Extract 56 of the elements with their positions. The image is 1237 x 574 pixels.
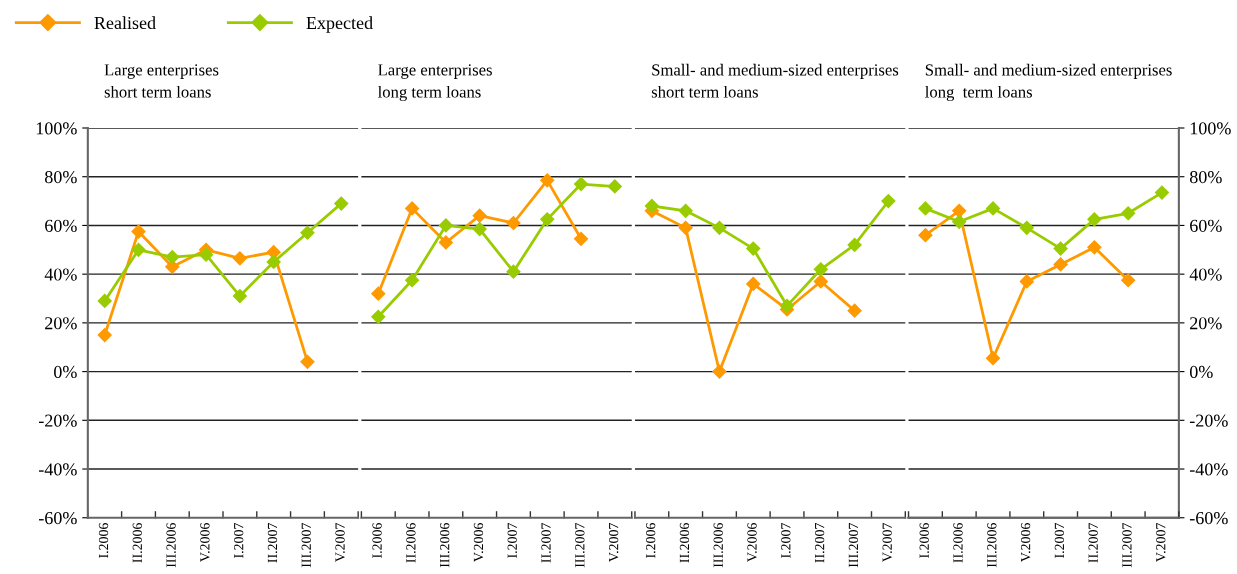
y2-tick-label: 20%: [1190, 317, 1222, 330]
y2-tick-label: -60%: [1189, 512, 1228, 525]
x-tick-label: V.2007: [882, 523, 892, 562]
x-tick-label: III.2007: [575, 523, 585, 568]
x-tick-label: II.2007: [541, 523, 551, 563]
x-tick-label: I.2007: [233, 523, 244, 558]
x-tick-label: II.2006: [406, 523, 416, 563]
y2-tick-label: 0%: [1189, 365, 1213, 379]
y2-tick-label: 100%: [1190, 122, 1231, 135]
y2-tick-label: 60%: [1190, 219, 1222, 232]
x-tick-label: III.2007: [301, 523, 311, 568]
y2-tick-label: -40%: [1189, 463, 1228, 476]
x-tick-label: V.2007: [1156, 523, 1166, 562]
y-tick-label: 0%: [54, 365, 77, 379]
x-tick-label: III.2006: [713, 523, 723, 568]
x-tick-label: I.2006: [645, 523, 656, 558]
y2-tick-label: 80%: [1189, 170, 1222, 184]
x-tick-label: I.2006: [98, 523, 109, 558]
legend-label: Expected: [306, 16, 373, 33]
y-tick-label: -20%: [38, 414, 77, 427]
chart-title: Small- and medium-sized enterprises short term loans: [651, 63, 899, 98]
y-tick-label: 80%: [45, 170, 77, 184]
y-tick-label: -60%: [38, 512, 77, 525]
y-tick-label: 20%: [45, 317, 77, 330]
x-tick-label: V.2006: [473, 523, 484, 562]
chart-title: Small- and medium-sized enterprises long term loans: [925, 63, 1172, 102]
y-tick-label: -40%: [38, 463, 77, 476]
x-tick-label: III.2007: [1122, 523, 1132, 568]
x-tick-label: I.2006: [919, 523, 929, 558]
y2-tick-label: 40%: [1189, 268, 1222, 281]
x-tick-label: II.2006: [679, 523, 690, 563]
y-tick-label: 40%: [44, 268, 77, 281]
x-tick-label: V.2007: [608, 523, 619, 562]
x-tick-label: V.2006: [1020, 523, 1031, 562]
chart-title: Large enterprises short term loans: [104, 64, 219, 98]
y-tick-label: 100%: [36, 122, 77, 135]
x-tick-label: II.2006: [132, 523, 143, 563]
x-tick-label: V.2007: [335, 523, 345, 562]
x-tick-label: I.2007: [507, 523, 517, 558]
legend-label: Realised: [94, 16, 156, 30]
x-tick-label: II.2006: [953, 523, 963, 563]
x-tick-label: V.2006: [747, 523, 757, 562]
x-tick-label: V.2006: [200, 523, 210, 562]
x-tick-label: II.2007: [1088, 523, 1098, 563]
x-tick-label: III.2007: [848, 523, 859, 568]
y2-tick-label: -20%: [1189, 414, 1228, 427]
x-tick-label: I.2007: [1054, 523, 1065, 558]
x-tick-label: I.2007: [781, 523, 791, 558]
x-tick-label: II.2007: [267, 523, 278, 563]
x-tick-label: III.2006: [439, 523, 450, 568]
chart-title: Large enterprises long term loans: [377, 64, 492, 102]
x-tick-label: III.2006: [987, 523, 997, 568]
y-tick-label: 60%: [45, 219, 77, 232]
x-tick-label: II.2007: [814, 523, 825, 563]
x-tick-label: I.2006: [372, 523, 382, 558]
x-tick-label: III.2006: [166, 523, 176, 568]
